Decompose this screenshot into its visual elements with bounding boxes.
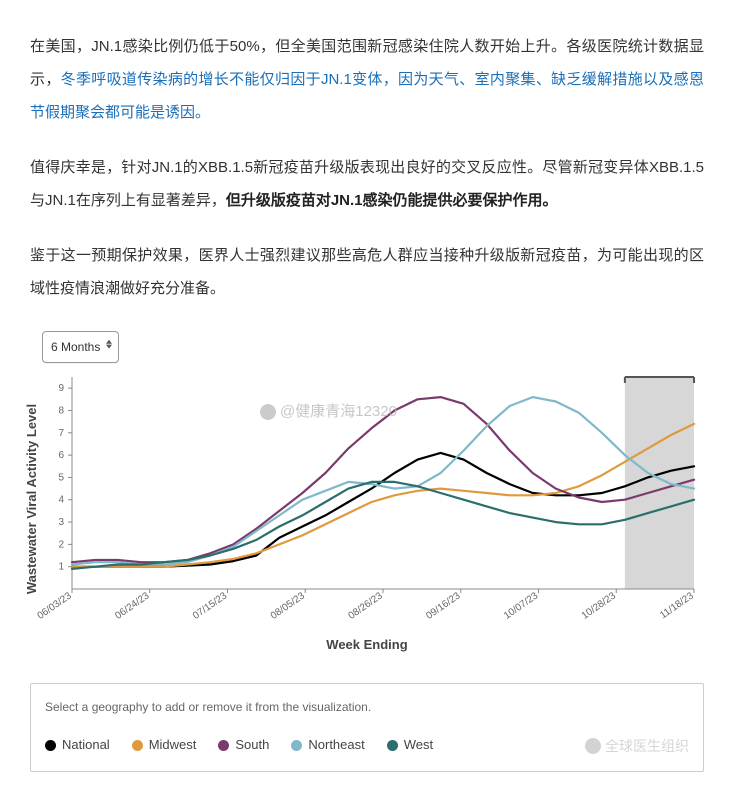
- legend-item-national[interactable]: National: [45, 731, 110, 760]
- paragraph-1: 在美国，JN.1感染比例仍低于50%，但全美国范围新冠感染住院人数开始上升。各级…: [30, 30, 704, 129]
- y-axis-label: Wastewater Viral Activity Level: [18, 404, 47, 594]
- chart-plot-area: Wastewater Viral Activity Level 12345678…: [30, 369, 704, 669]
- time-range-dropdown[interactable]: 6 Months: [42, 331, 119, 363]
- svg-text:8: 8: [58, 406, 64, 417]
- svg-text:08/26/23: 08/26/23: [347, 591, 386, 623]
- legend-label: Midwest: [149, 731, 197, 760]
- svg-text:6: 6: [58, 450, 64, 461]
- paragraph-3: 鉴于这一预期保护效果，医界人士强烈建议那些高危人群应当接种升级版新冠疫苗，为可能…: [30, 239, 704, 305]
- legend-box: Select a geography to add or remove it f…: [30, 683, 704, 772]
- legend-item-northeast[interactable]: Northeast: [291, 731, 364, 760]
- svg-text:9: 9: [58, 384, 64, 395]
- legend-item-west[interactable]: West: [387, 731, 433, 760]
- svg-text:2: 2: [58, 540, 64, 551]
- legend-dot-icon: [218, 740, 229, 751]
- line-chart-svg: 1 2 3 4 5 6 7 8 9 06/03/23 06/24/23 07/15/23 08/05/2…: [30, 369, 704, 629]
- legend-item-south[interactable]: South: [218, 731, 269, 760]
- legend-label: Northeast: [308, 731, 364, 760]
- dropdown-label: 6 Months: [51, 334, 100, 360]
- legend-label: National: [62, 731, 110, 760]
- p2-bold: 但升级版疫苗对JN.1感染仍能提供必要保护作用。: [226, 192, 558, 209]
- svg-text:3: 3: [58, 517, 64, 528]
- p3-text-a: 鉴于这一预期保护效果，: [30, 247, 199, 264]
- legend-dot-icon: [291, 740, 302, 751]
- legend-label: West: [404, 731, 433, 760]
- svg-text:08/05/23: 08/05/23: [269, 591, 308, 623]
- svg-text:11/18/23: 11/18/23: [658, 591, 696, 622]
- legend-item-midwest[interactable]: Midwest: [132, 731, 197, 760]
- p1-link[interactable]: 冬季呼吸道传染病的增长不能仅归因于JN.1变体，因为天气、室内聚集、缺乏缓解措施…: [30, 71, 704, 121]
- legend-instruction: Select a geography to add or remove it f…: [45, 694, 689, 720]
- svg-text:7: 7: [58, 428, 64, 439]
- svg-text:06/03/23: 06/03/23: [36, 591, 75, 623]
- paragraph-2: 值得庆幸是，针对JN.1的XBB.1.5新冠疫苗升级版表现出良好的交叉反应性。尽…: [30, 151, 704, 217]
- legend-dot-icon: [387, 740, 398, 751]
- wechat-watermark-text: 全球医生组织: [605, 731, 689, 762]
- legend-dot-icon: [45, 740, 56, 751]
- svg-text:5: 5: [58, 473, 64, 484]
- legend-dot-icon: [132, 740, 143, 751]
- svg-text:1: 1: [58, 562, 64, 573]
- svg-text:09/16/23: 09/16/23: [424, 591, 463, 623]
- svg-text:4: 4: [58, 495, 64, 506]
- wechat-icon: [585, 738, 601, 754]
- svg-text:06/24/23: 06/24/23: [113, 591, 152, 623]
- legend-label: South: [235, 731, 269, 760]
- svg-text:10/07/23: 10/07/23: [502, 591, 541, 623]
- svg-text:07/15/23: 07/15/23: [191, 591, 230, 623]
- x-axis-label: Week Ending: [30, 631, 704, 660]
- wechat-watermark: 全球医生组织: [585, 731, 689, 762]
- chart-container: 6 Months Wastewater Viral Activity Level…: [30, 327, 704, 772]
- svg-text:10/28/23: 10/28/23: [580, 591, 619, 623]
